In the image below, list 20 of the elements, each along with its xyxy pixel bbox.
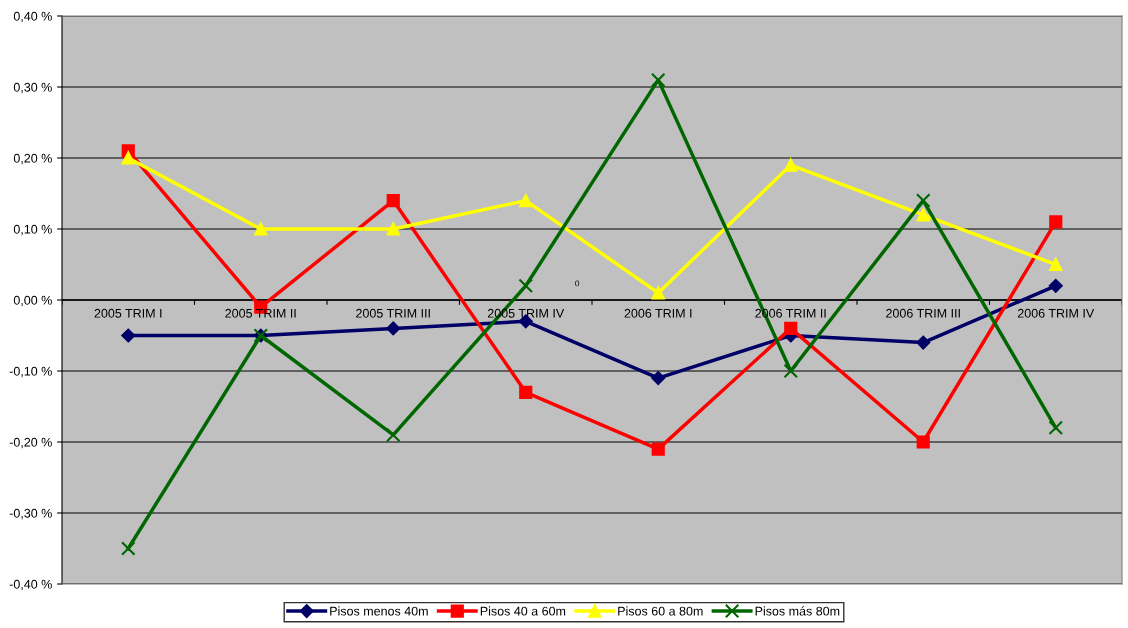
y-tick-label: 0,10 % bbox=[13, 224, 52, 236]
y-tick-label: -0,30 % bbox=[9, 508, 52, 520]
y-tick-label: -0,10 % bbox=[9, 366, 52, 378]
legend-label: Pisos 60 a 80m bbox=[618, 606, 703, 616]
x-tick-label: 2005 TRIM I bbox=[94, 308, 162, 318]
y-tick-label: 0,00 % bbox=[13, 295, 52, 307]
x-tick-label: 2006 TRIM III bbox=[886, 308, 960, 318]
x-tick-label: 2006 TRIM IV bbox=[1017, 308, 1095, 318]
x-tick-label: 2005 TRIM II bbox=[225, 308, 296, 318]
legend-label: Pisos 40 a 60m bbox=[480, 606, 566, 616]
x-tick-label: 2006 TRIM I bbox=[624, 308, 692, 318]
legend-label: Pisos más 80m bbox=[755, 606, 840, 616]
annotation: 0 bbox=[575, 280, 580, 287]
y-tick-label: 0,20 % bbox=[13, 153, 52, 165]
x-tick-label: 2005 TRIM III bbox=[356, 308, 430, 318]
y-tick-label: 0,40 % bbox=[13, 11, 52, 23]
legend-label: Pisos menos 40m bbox=[330, 606, 428, 616]
y-tick-label: -0,20 % bbox=[9, 437, 52, 449]
y-tick-label: 0,30 % bbox=[13, 82, 52, 94]
y-tick-label: -0,40 % bbox=[9, 579, 52, 591]
